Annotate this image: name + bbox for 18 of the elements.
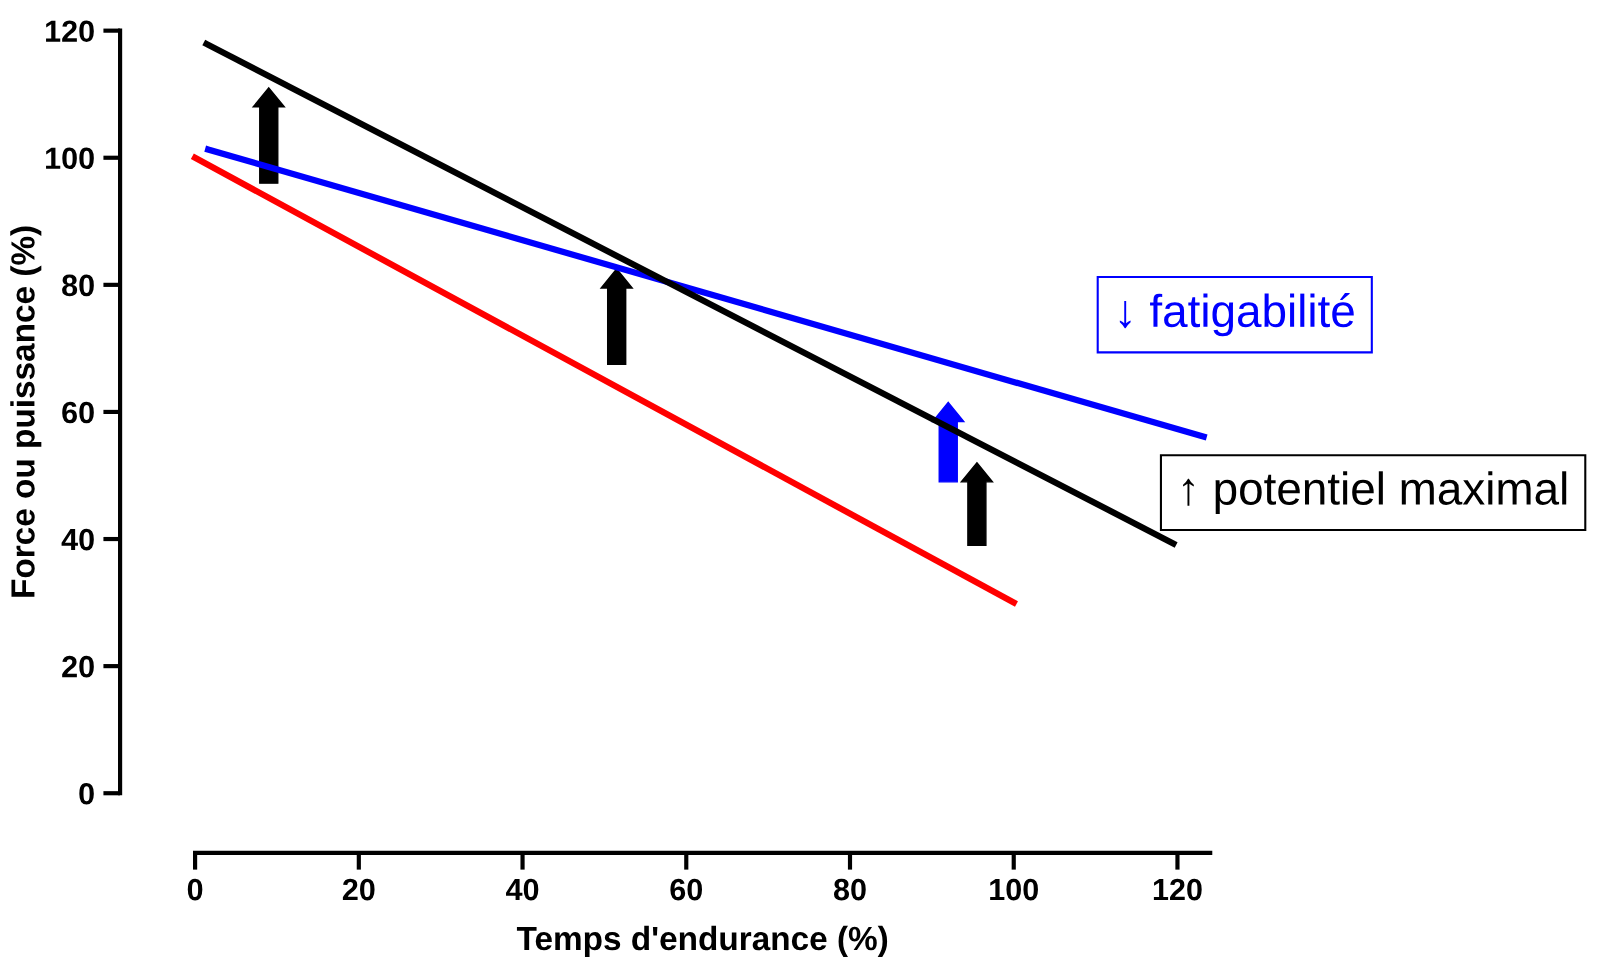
annotation: ↓ fatigabilité [1119,293,1354,337]
x-tick-label: 100 [990,878,1038,901]
y-tick-label: 20 [62,655,94,678]
x-tick-label: 20 [342,878,375,901]
x-tick-label: 40 [506,878,539,901]
y-tick-label: 80 [62,274,94,297]
x-tick-label: 0 [187,878,203,901]
y-tick-label: 100 [46,147,94,170]
x-tick-label: 120 [1153,878,1202,901]
y-tick-label: 60 [62,401,94,424]
y-tick-label: 0 [79,782,94,805]
y-axis-title: Force ou puissance (%) [10,226,42,597]
annotation: ↑ potentiel maximal [1183,471,1567,515]
x-axis-title: Temps d'endurance (%) [516,925,888,957]
x-tick-label: 80 [833,878,866,901]
y-tick-label: 40 [61,528,94,551]
x-tick-label: 60 [670,878,703,901]
y-tick-label: 120 [46,20,94,43]
